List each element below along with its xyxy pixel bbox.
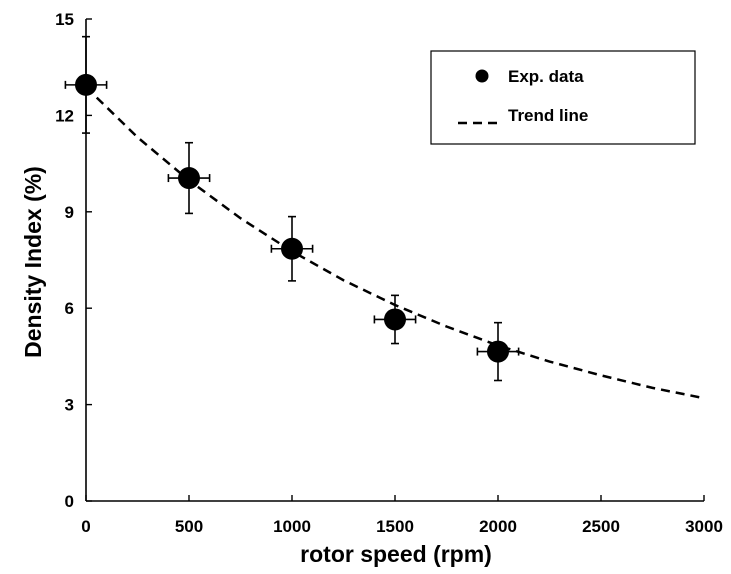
axes: 0 500 1000 1500 2000 2500 3000 0 3 6 9 12 15 — [55, 10, 723, 536]
exp-data-point — [75, 73, 97, 96]
y-tick-label: 6 — [65, 299, 74, 318]
legend-box — [430, 50, 696, 145]
x-axis-title: rotor speed (rpm) — [300, 541, 492, 567]
y-tick-label: 15 — [55, 10, 74, 29]
x-tick-label: 500 — [175, 517, 203, 536]
legend-label-exp-data: Exp. data — [508, 67, 584, 86]
y-axis-title: Density Index (%) — [20, 166, 46, 358]
x-tick-label: 3000 — [685, 517, 723, 536]
y-tick-label: 0 — [65, 492, 74, 511]
legend-label-trend-line: Trend line — [508, 106, 588, 125]
y-tick-label: 3 — [65, 396, 74, 415]
exp-data-point — [178, 167, 200, 190]
x-tick-label: 1500 — [376, 517, 414, 536]
experimental-series — [64, 35, 520, 382]
exp-data-point — [384, 308, 406, 331]
x-tick-label: 1000 — [273, 517, 311, 536]
x-tick-label: 0 — [81, 517, 90, 536]
y-tick-label: 9 — [65, 203, 74, 222]
legend: Exp. data Trend line — [430, 50, 696, 145]
x-tick-label: 2500 — [582, 517, 620, 536]
exp-data-point — [281, 237, 303, 260]
legend-marker-exp-data — [475, 69, 489, 83]
y-tick-label: 12 — [55, 106, 74, 125]
x-tick-label: 2000 — [479, 517, 517, 536]
exp-data-point — [487, 340, 509, 363]
